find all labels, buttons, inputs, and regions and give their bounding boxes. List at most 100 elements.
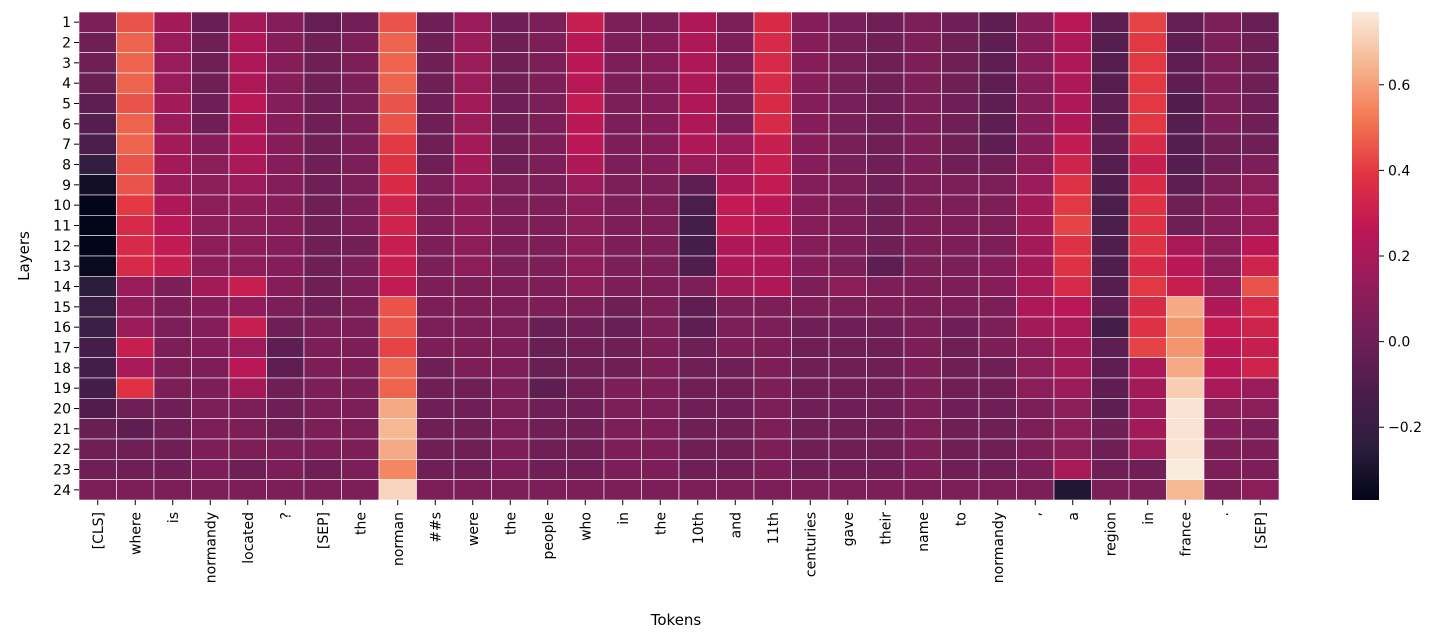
heatmap-cell <box>528 438 567 460</box>
heatmap-cell <box>1053 113 1092 135</box>
heatmap-cell <box>866 418 905 440</box>
heatmap-cell <box>791 133 830 155</box>
heatmap-cell <box>1091 316 1130 338</box>
heatmap-cell <box>303 438 342 460</box>
heatmap-cell <box>828 235 867 257</box>
heatmap-cell <box>266 377 305 399</box>
heatmap-cell <box>378 215 417 236</box>
heatmap-cell <box>191 438 230 460</box>
x-tick-label: ##s <box>428 512 444 543</box>
heatmap-cell <box>941 72 980 94</box>
heatmap-cell <box>903 235 942 257</box>
heatmap-cell <box>416 377 455 399</box>
x-tick-label: 10th <box>691 512 707 544</box>
heatmap-cell <box>1091 174 1130 196</box>
heatmap-cell <box>978 215 1017 236</box>
heatmap-cell <box>678 255 717 277</box>
heatmap-cell <box>303 459 342 480</box>
heatmap-cell <box>866 276 905 297</box>
heatmap-cell <box>416 479 455 501</box>
heatmap-cell <box>828 438 867 460</box>
heatmap-cell <box>678 113 717 135</box>
heatmap-cell <box>378 296 417 318</box>
heatmap-cell <box>1091 32 1130 53</box>
heatmap-cell <box>978 377 1017 399</box>
heatmap-cell <box>303 154 342 175</box>
heatmap-cell <box>1091 276 1130 297</box>
heatmap-cell <box>266 194 305 216</box>
x-tick-label: normandy <box>991 512 1007 583</box>
heatmap-cell <box>791 296 830 318</box>
heatmap-cell <box>491 154 530 175</box>
heatmap-cell <box>1053 276 1092 297</box>
heatmap-cell <box>1166 133 1205 155</box>
heatmap-cell <box>453 52 492 74</box>
heatmap-cell <box>1128 438 1167 460</box>
heatmap-cell <box>566 72 605 94</box>
heatmap-cell <box>116 235 155 257</box>
heatmap-cell <box>978 398 1017 419</box>
heatmap-cell <box>416 337 455 358</box>
heatmap-cell <box>78 459 117 480</box>
heatmap-cell <box>528 316 567 338</box>
heatmap-cell <box>1091 418 1130 440</box>
heatmap-cell <box>791 52 830 74</box>
heatmap-cell <box>1016 235 1055 257</box>
heatmap-cell <box>903 113 942 135</box>
heatmap-cell <box>191 72 230 94</box>
heatmap-cell <box>716 479 755 501</box>
heatmap-cell <box>678 479 717 501</box>
heatmap-cell <box>266 398 305 419</box>
heatmap-cell <box>303 32 342 53</box>
heatmap-cell <box>1203 174 1242 196</box>
heatmap-cell <box>303 337 342 358</box>
heatmap-cell <box>828 215 867 236</box>
heatmap-cell <box>1166 255 1205 277</box>
heatmap-cell <box>791 154 830 175</box>
heatmap-cell <box>566 296 605 318</box>
heatmap-cell <box>1091 255 1130 277</box>
heatmap-cell <box>716 438 755 460</box>
x-tick-label: a <box>1066 512 1082 521</box>
heatmap-cell <box>641 11 680 33</box>
heatmap-cell <box>566 215 605 236</box>
heatmap-cell <box>1016 133 1055 155</box>
heatmap-cell <box>828 377 867 399</box>
heatmap-cell <box>1203 357 1242 379</box>
heatmap-cell <box>453 459 492 480</box>
heatmap-cell <box>716 52 755 74</box>
heatmap-cell <box>978 337 1017 358</box>
heatmap-cell <box>678 337 717 358</box>
heatmap-cell <box>1241 174 1280 196</box>
heatmap-cell <box>228 276 267 297</box>
heatmap-cell <box>78 133 117 155</box>
heatmap-cell <box>828 154 867 175</box>
heatmap-cell <box>378 235 417 257</box>
heatmap-cell <box>1091 215 1130 236</box>
heatmap-cell <box>791 215 830 236</box>
heatmap-cell <box>828 93 867 114</box>
heatmap-cell <box>1203 276 1242 297</box>
heatmap-cell <box>603 459 642 480</box>
heatmap-cell <box>828 337 867 358</box>
heatmap-cell <box>566 235 605 257</box>
heatmap-cell <box>678 459 717 480</box>
heatmap-cell <box>716 459 755 480</box>
y-tick-label: 1 <box>62 15 71 31</box>
heatmap-cell <box>603 438 642 460</box>
heatmap-cell <box>1053 479 1092 501</box>
heatmap-cell <box>78 479 117 501</box>
heatmap-cell <box>828 418 867 440</box>
heatmap-cell <box>716 316 755 338</box>
heatmap-cell <box>1241 11 1280 33</box>
heatmap-cell <box>566 438 605 460</box>
heatmap-cell <box>453 194 492 216</box>
heatmap-cell <box>978 52 1017 74</box>
heatmap-cell <box>941 194 980 216</box>
heatmap-cell <box>791 337 830 358</box>
heatmap-cell <box>191 93 230 114</box>
heatmap-cell <box>603 11 642 33</box>
heatmap-cell <box>791 316 830 338</box>
heatmap-cell <box>116 296 155 318</box>
